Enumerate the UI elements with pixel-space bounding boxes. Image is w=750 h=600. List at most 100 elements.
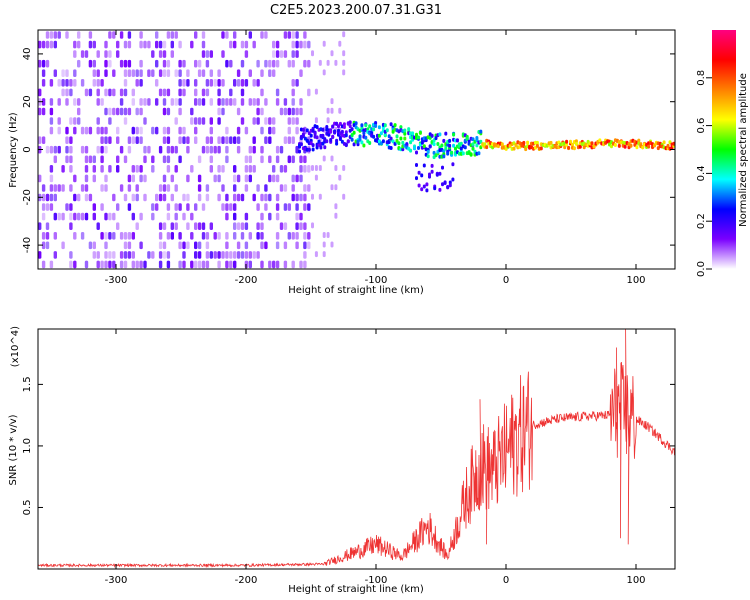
- heatmap-cell: [350, 127, 354, 132]
- heatmap-cell: [166, 59, 171, 68]
- colorbar-tick-label: 0.2: [696, 213, 707, 229]
- heatmap-cell: [162, 155, 167, 164]
- snr-series-line: [38, 329, 675, 568]
- heatmap-cell: [451, 177, 455, 182]
- snr-x-tick-label: -200: [235, 575, 258, 586]
- heatmap-cell: [272, 117, 276, 125]
- heatmap-cell: [155, 31, 159, 39]
- heatmap-cell: [225, 31, 229, 39]
- heatmap-cell: [139, 126, 143, 135]
- heatmap-cell: [151, 155, 155, 164]
- heatmap-cell: [135, 126, 139, 135]
- heatmap-cell: [139, 59, 143, 68]
- heatmap-cell: [194, 136, 198, 144]
- heatmap-cell: [442, 138, 446, 143]
- heatmap-cell: [197, 193, 202, 202]
- heatmap-cell: [80, 232, 85, 240]
- heatmap-cell: [295, 212, 299, 221]
- heatmap-cell: [53, 232, 57, 240]
- heatmap-cell: [381, 139, 385, 144]
- heatmap-cell: [49, 184, 54, 192]
- heatmap-cell: [65, 203, 69, 211]
- heatmap-cell: [295, 174, 299, 183]
- heatmap-cell: [252, 117, 256, 125]
- heatmap-cell: [77, 31, 81, 39]
- heatmap-cell: [73, 212, 77, 221]
- heatmap-cell: [65, 69, 69, 77]
- heatmap-cell: [174, 98, 178, 106]
- heatmap-cell: [49, 31, 54, 39]
- heatmap-cell: [190, 40, 194, 49]
- heatmap-cell: [104, 184, 108, 192]
- heatmap-cell: [334, 59, 338, 66]
- heatmap-cell: [287, 59, 291, 68]
- heatmap-cell: [471, 137, 475, 142]
- heatmap-cell: [248, 251, 252, 259]
- heatmap-cell: [287, 155, 291, 164]
- heatmap-cell: [372, 127, 376, 132]
- heatmap-cell: [88, 193, 93, 202]
- heatmap-cell: [256, 232, 260, 240]
- heatmap-x-tick-label: 0: [503, 275, 509, 286]
- heatmap-cell: [309, 133, 313, 138]
- heatmap-cell: [182, 212, 186, 221]
- heatmap-cell: [88, 59, 93, 68]
- heatmap-cell: [38, 222, 42, 230]
- heatmap-cell: [49, 107, 54, 116]
- heatmap-cell: [455, 138, 459, 143]
- heatmap-cell: [233, 174, 237, 183]
- heatmap-cell: [108, 165, 112, 173]
- heatmap-cell: [49, 117, 54, 125]
- heatmap-cell: [104, 174, 108, 183]
- heatmap-cell: [186, 222, 190, 230]
- heatmap-cell: [368, 141, 372, 145]
- heatmap-cell: [123, 232, 128, 240]
- heatmap-cell: [88, 40, 93, 49]
- heatmap-cell: [77, 212, 81, 221]
- heatmap-cell: [303, 222, 307, 230]
- heatmap-cell: [108, 232, 112, 240]
- heatmap-cell: [275, 232, 280, 240]
- heatmap-cell: [295, 50, 299, 58]
- heatmap-cell: [38, 59, 42, 68]
- heatmap-cell: [178, 260, 182, 269]
- heatmap-cell: [166, 69, 171, 77]
- heatmap-cell: [53, 40, 57, 49]
- heatmap-cell: [190, 260, 194, 269]
- heatmap-cell: [162, 184, 167, 192]
- heatmap-x-tick-label: 100: [626, 275, 645, 286]
- heatmap-cell: [139, 79, 143, 87]
- heatmap-cell: [647, 144, 651, 149]
- heatmap-cell: [139, 136, 143, 144]
- heatmap-cell: [143, 117, 147, 125]
- heatmap-cell: [275, 59, 280, 68]
- heatmap-cell: [119, 232, 124, 240]
- heatmap-cell: [197, 155, 202, 164]
- heatmap-cell: [49, 126, 54, 135]
- heatmap-cell: [213, 79, 217, 87]
- heatmap-cell: [84, 126, 89, 135]
- heatmap-cell: [240, 222, 245, 230]
- heatmap-cell: [268, 126, 272, 135]
- heatmap-cell: [221, 79, 225, 87]
- heatmap-cell: [330, 50, 334, 57]
- heatmap-cell: [283, 184, 288, 192]
- heatmap-cell: [352, 142, 356, 147]
- heatmap-cell: [417, 183, 421, 188]
- heatmap-cell: [225, 203, 229, 211]
- heatmap-cell: [213, 174, 217, 183]
- heatmap-cell: [348, 124, 352, 129]
- heatmap-cell: [420, 187, 424, 192]
- heatmap-cell: [166, 145, 171, 154]
- heatmap-cell: [96, 145, 100, 154]
- heatmap-cell: [123, 79, 128, 87]
- heatmap-cell: [119, 98, 124, 106]
- heatmap-x-tick-label: -200: [235, 275, 258, 286]
- snr-x-tick-label: 100: [626, 575, 645, 586]
- heatmap-cell: [471, 146, 475, 151]
- heatmap-cell: [127, 136, 132, 144]
- heatmap-cell: [233, 184, 237, 192]
- heatmap-cell: [574, 141, 578, 146]
- heatmap-cell: [240, 193, 245, 202]
- heatmap-cell: [535, 140, 539, 145]
